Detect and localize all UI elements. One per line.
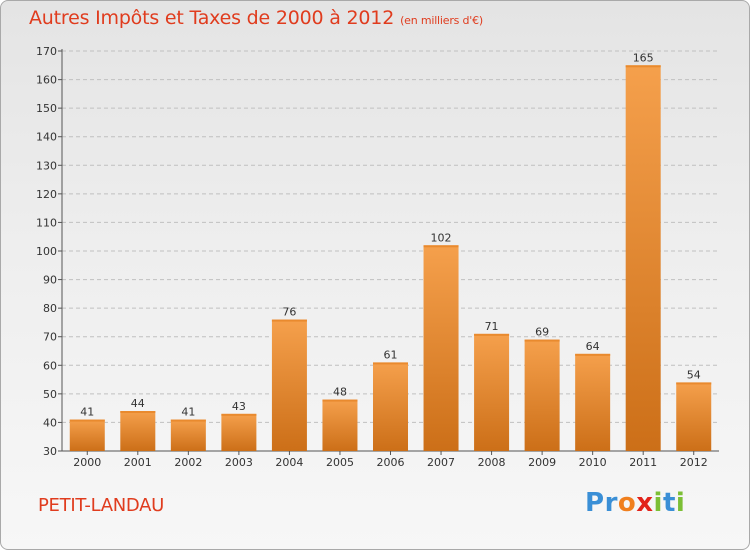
bar <box>676 382 712 451</box>
value-label: 69 <box>535 326 549 339</box>
y-tick-label: 170 <box>36 45 57 58</box>
x-tick-label: 2000 <box>73 456 101 469</box>
bar <box>271 319 307 451</box>
value-label: 54 <box>687 368 701 381</box>
bar <box>322 399 358 451</box>
y-tick-labels: 30 40 50 60 70 80 90 100 110 120 130 140 150 160 170 <box>36 45 57 458</box>
bar-top-edge <box>625 65 661 68</box>
value-label: 43 <box>232 400 246 413</box>
x-tick-labels: 2000 2001 2002 2003 2004 2005 2006 2007 2008 2009… <box>73 456 707 469</box>
value-label: 64 <box>586 340 600 353</box>
value-label: 41 <box>80 406 94 419</box>
y-tick-label: 160 <box>36 74 57 87</box>
chart-subtitle: (en milliers d'€) <box>400 14 483 27</box>
y-tick-label: 140 <box>36 131 57 144</box>
bar-top-edge <box>170 419 206 422</box>
title-text: Autres Impôts et Taxes de 2000 à 2012 <box>29 7 395 29</box>
x-tick-label: 2002 <box>174 456 202 469</box>
x-tick-label: 2001 <box>124 456 152 469</box>
y-tick-label: 50 <box>43 388 57 401</box>
bar-top-edge <box>271 319 307 322</box>
bars <box>69 65 712 452</box>
y-tick-label: 150 <box>36 102 57 115</box>
logo-letter: x <box>636 488 654 518</box>
bar-top-edge <box>373 362 408 365</box>
value-label: 71 <box>485 320 499 333</box>
value-labels: 41 44 41 43 76 48 61 102 71 69 64 165 54 <box>80 51 700 418</box>
y-tick-label: 120 <box>36 188 57 201</box>
bar <box>69 419 105 451</box>
y-tick-label: 100 <box>36 245 57 258</box>
y-tick-label: 130 <box>36 159 57 172</box>
x-tick-label: 2009 <box>528 456 556 469</box>
chart-title: Autres Impôts et Taxes de 2000 à 2012 (en… <box>29 7 483 29</box>
bar <box>474 333 510 451</box>
bar-top-edge <box>322 399 358 402</box>
logo-letter: i <box>653 488 663 518</box>
x-tick-label: 2005 <box>326 456 354 469</box>
bar-top-edge <box>676 382 712 385</box>
y-tick-label: 110 <box>36 216 57 229</box>
bar <box>575 353 611 451</box>
bar <box>625 65 661 452</box>
value-label: 76 <box>282 306 296 319</box>
bar <box>524 339 560 451</box>
x-tick-label: 2007 <box>427 456 455 469</box>
bar <box>373 362 408 451</box>
bar-top-edge <box>69 419 105 422</box>
x-tick-label: 2003 <box>225 456 253 469</box>
value-label: 41 <box>181 406 195 419</box>
place-name: PETIT-LANDAU <box>38 495 165 516</box>
x-tick-label: 2010 <box>579 456 607 469</box>
value-label: 61 <box>384 348 398 361</box>
x-tick-label: 2006 <box>377 456 405 469</box>
y-tick-label: 80 <box>43 302 57 315</box>
x-tick-label: 2012 <box>680 456 708 469</box>
bar-top-edge <box>221 413 257 416</box>
logo-letter: r <box>604 488 618 518</box>
logo-letter: o <box>617 488 637 518</box>
x-tick-label: 2011 <box>629 456 657 469</box>
y-tick-label: 30 <box>43 445 57 458</box>
x-tick-label: 2004 <box>275 456 303 469</box>
bar <box>120 411 156 451</box>
x-tick-label: 2008 <box>478 456 506 469</box>
y-tick-label: 60 <box>43 359 57 372</box>
logo-letter: t <box>662 488 676 518</box>
value-label: 48 <box>333 386 347 399</box>
logo-letter: i <box>675 488 686 518</box>
value-label: 165 <box>633 51 654 64</box>
bar-top-edge <box>120 411 156 413</box>
bar <box>170 419 206 451</box>
bar-top-edge <box>474 333 510 336</box>
value-label: 102 <box>431 231 452 244</box>
y-tick-label: 70 <box>43 331 57 344</box>
logo-letter: P <box>585 488 605 518</box>
proxiti-logo[interactable]: Proxiti <box>585 488 685 518</box>
bar <box>221 413 257 451</box>
y-tick-label: 90 <box>43 274 57 287</box>
y-tick-label: 40 <box>43 416 57 429</box>
bar-top-edge <box>575 353 611 356</box>
bar-top-edge <box>423 245 459 248</box>
bar <box>423 245 459 451</box>
bar-top-edge <box>524 339 560 342</box>
value-label: 44 <box>131 397 145 410</box>
